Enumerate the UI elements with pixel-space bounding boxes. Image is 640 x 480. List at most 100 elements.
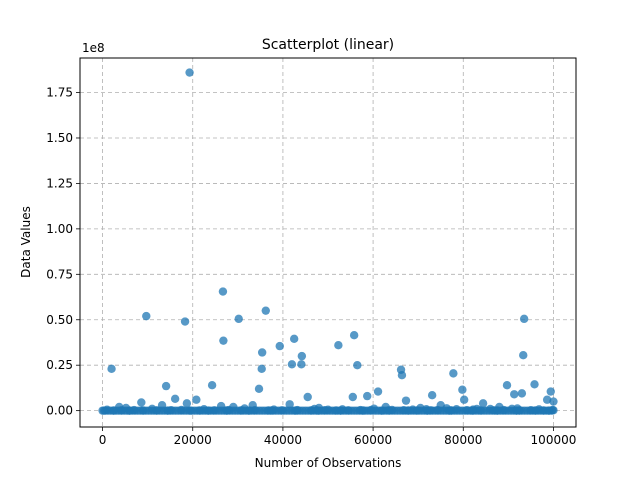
scatter-point — [195, 406, 204, 415]
scatter-point — [413, 406, 422, 415]
scatter-point — [502, 380, 512, 390]
y-tick-label: 0.50 — [46, 313, 73, 327]
scatter-point — [404, 406, 413, 415]
scatter-point — [218, 287, 228, 296]
y-tick-label: 1.25 — [46, 176, 73, 190]
scatter-point — [401, 396, 411, 405]
scatter-point — [349, 331, 359, 340]
scatter-point — [297, 351, 307, 361]
scatter-point — [531, 406, 540, 415]
scatter-point — [377, 406, 387, 415]
y-axis-label: Data Values — [19, 206, 33, 278]
data-points — [98, 68, 558, 415]
scatter-point — [186, 406, 195, 415]
scatter-point — [384, 406, 394, 415]
scatter-point — [549, 397, 558, 406]
scatter-point — [254, 384, 264, 394]
scatter-point — [138, 406, 148, 415]
scatter-point — [307, 406, 316, 415]
scatter-point — [257, 364, 266, 374]
scatter-point — [530, 380, 539, 389]
scatter-point — [353, 360, 362, 370]
scatter-point — [449, 369, 458, 378]
scatter-point — [358, 406, 368, 415]
scatter-point — [170, 394, 180, 404]
scatter-point — [204, 406, 213, 415]
scatter-point — [512, 406, 521, 415]
scatter-point — [297, 360, 306, 369]
scatter-point — [192, 395, 201, 404]
y-tick-label: 1.00 — [46, 222, 73, 236]
scatter-point — [125, 406, 134, 415]
scatter-point — [142, 311, 151, 321]
scatter-point — [397, 370, 407, 380]
scatter-point — [519, 350, 528, 360]
scatter-point — [542, 395, 552, 404]
scatter-point — [289, 334, 299, 344]
scatter-point — [152, 406, 161, 415]
scatter-point — [478, 399, 488, 408]
scatter-point — [366, 405, 376, 415]
scatter-point — [427, 390, 437, 400]
scatter-point — [458, 385, 467, 394]
scatter-point — [334, 341, 343, 350]
scatter-point — [303, 392, 312, 402]
scatter-point — [207, 380, 217, 390]
x-tick-label: 0 — [99, 433, 107, 447]
scatter-point — [517, 389, 527, 398]
scatter-point — [244, 406, 254, 415]
scatter-point — [313, 406, 323, 415]
scatter-point — [544, 406, 554, 415]
scatter-point — [267, 406, 276, 415]
axis-ticks: 0 20000 40000 60000 80000 100000 0.00 0.25 0.50 0… — [46, 86, 576, 447]
x-tick-label: 60000 — [354, 433, 392, 447]
scatter-point — [291, 406, 300, 415]
y-tick-label: 0.25 — [46, 358, 73, 372]
y-tick-label: 0.75 — [46, 267, 73, 281]
scatter-point — [344, 406, 353, 415]
scatter-point — [476, 406, 485, 415]
plot-frame — [79, 57, 577, 428]
scatter-point — [468, 406, 477, 415]
y-tick-label: 1.50 — [46, 131, 73, 145]
x-tick-label: 100000 — [531, 433, 577, 447]
scatter-point — [180, 317, 190, 326]
scatter-point — [499, 405, 509, 415]
scatter-point — [137, 398, 146, 407]
scatter-point — [177, 405, 186, 415]
scatter-point — [363, 391, 372, 401]
scatter-point — [287, 360, 297, 369]
scatter-point — [348, 392, 357, 402]
plot-area — [80, 58, 576, 427]
scatter-point — [99, 406, 109, 415]
scatter-point — [492, 406, 502, 415]
scatter-point — [257, 348, 267, 357]
scatter-point — [182, 399, 192, 408]
scatter-point — [219, 336, 228, 345]
x-tick-label: 20000 — [174, 433, 212, 447]
scatter-point — [320, 405, 330, 415]
scatter-point — [157, 400, 167, 410]
scatter-point — [433, 405, 442, 415]
scatter-point — [163, 406, 173, 415]
scatter-point — [459, 395, 469, 404]
scatter-point — [519, 314, 529, 324]
scatter-point — [546, 387, 555, 396]
scatter-point — [117, 406, 126, 415]
scatter-point — [261, 306, 270, 315]
scatter-point — [277, 406, 287, 415]
scatter-point — [510, 390, 519, 399]
x-tick-label: 40000 — [264, 433, 302, 447]
scatter-point — [237, 406, 246, 415]
scatter-point — [275, 341, 284, 351]
y-axis-offset-label: 1e8 — [82, 41, 105, 55]
scatter-point — [423, 406, 432, 415]
scatter-point — [161, 381, 171, 391]
scatter-point — [107, 364, 116, 374]
chart-title: Scatterplot (linear) — [262, 37, 394, 53]
scatter-point — [373, 387, 383, 396]
scatter-point — [185, 68, 194, 77]
scatter-point — [285, 400, 294, 409]
y-tick-label: 0.00 — [46, 404, 73, 418]
